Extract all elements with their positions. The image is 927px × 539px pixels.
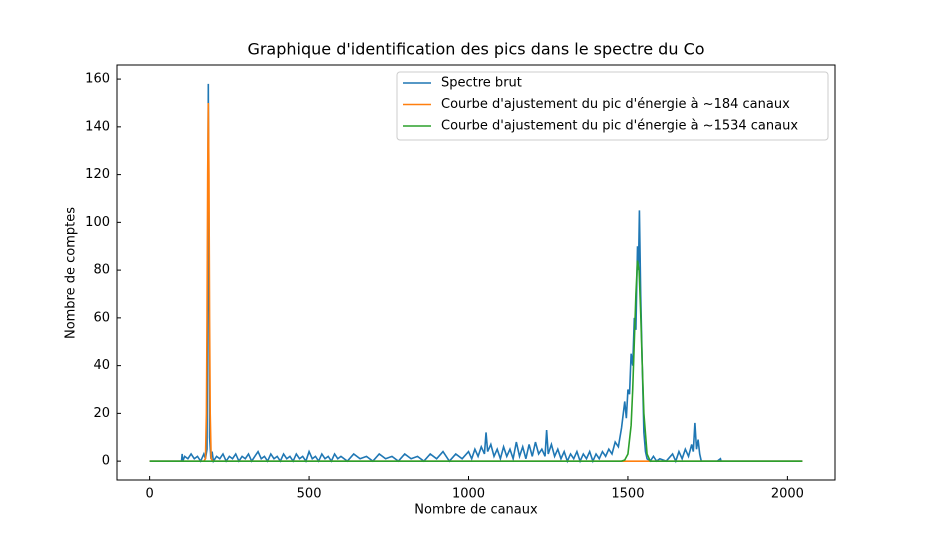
y-axis-label: Nombre de comptes — [64, 207, 79, 339]
y-tick-label: 140 — [85, 119, 110, 134]
legend-label: Spectre brut — [441, 76, 522, 91]
y-tick-label: 100 — [85, 215, 110, 230]
legend: Spectre brut Courbe d'ajustement du pic d… — [396, 71, 829, 141]
series-line — [149, 83, 803, 464]
chart-title: Graphique d'identification des pics dans… — [247, 40, 704, 59]
y-tick-label: 120 — [85, 167, 110, 182]
series-line — [149, 260, 803, 462]
x-tick-label: 0 — [145, 487, 153, 502]
y-tick-label: 60 — [93, 310, 110, 325]
legend-label: Courbe d'ajustement du pic d'énergie à ~… — [441, 119, 798, 134]
x-tick-label: 1500 — [611, 487, 644, 502]
y-tick-label: 80 — [93, 263, 110, 278]
series-line — [149, 102, 803, 462]
y-tick-label: 40 — [93, 358, 110, 373]
x-axis-label: Nombre de canaux — [414, 503, 538, 518]
axes-frame — [116, 64, 836, 481]
plot-area — [149, 83, 803, 464]
legend-label: Courbe d'ajustement du pic d'énergie à ~… — [441, 97, 790, 112]
x-tick-label: 2000 — [771, 487, 804, 502]
x-tick-label: 1000 — [452, 487, 485, 502]
y-tick-label: 160 — [85, 72, 110, 87]
x-tick-label: 500 — [297, 487, 322, 502]
y-tick-label: 20 — [93, 406, 110, 421]
y-tick-label: 0 — [102, 454, 110, 469]
legend-box — [396, 71, 829, 141]
